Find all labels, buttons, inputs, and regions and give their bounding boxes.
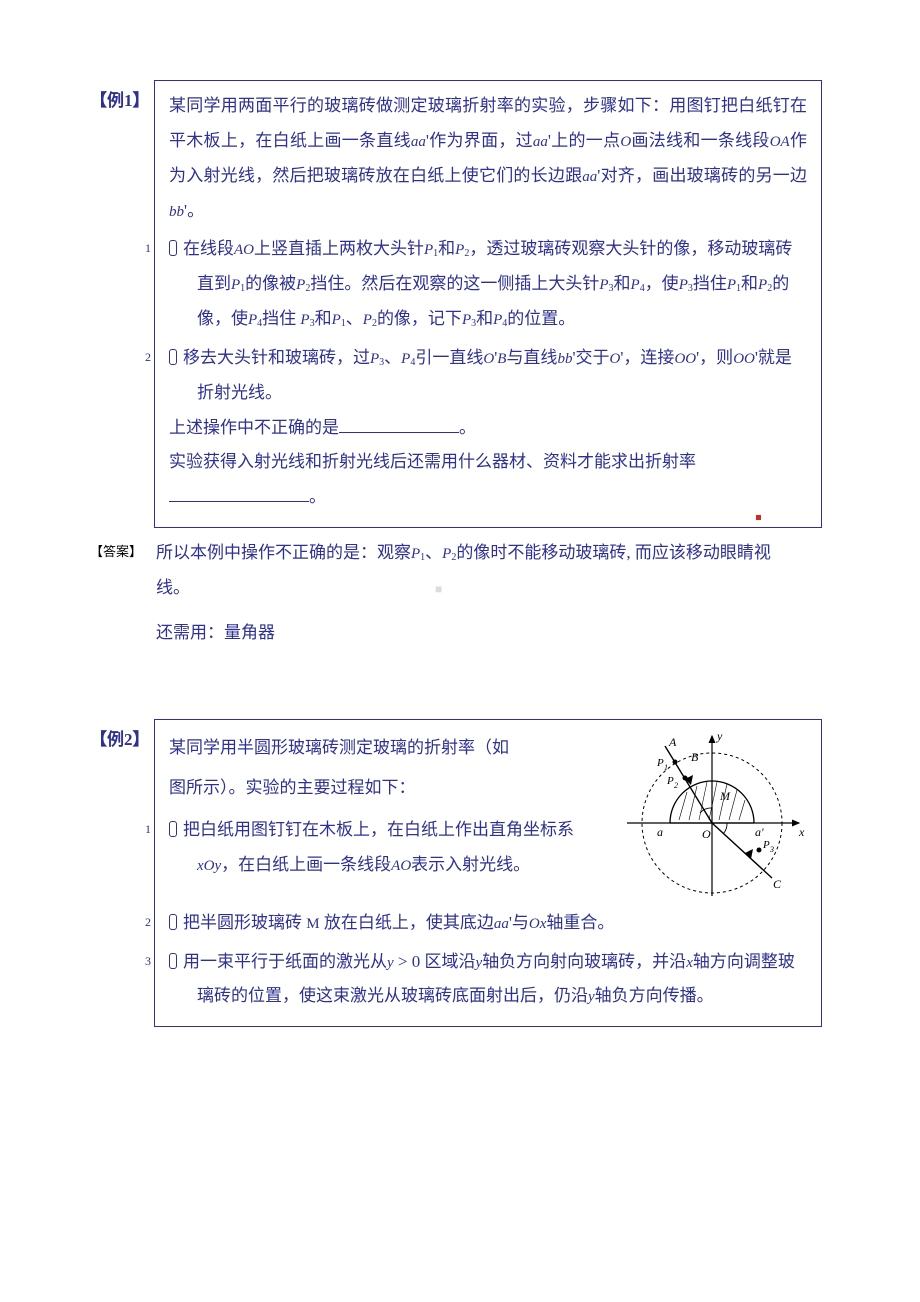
svg-text:P: P [762, 839, 770, 851]
item-number-3b: 3 [169, 953, 177, 969]
example1-box: 某同学用两面平行的玻璃砖做测定玻璃折射率的实验，步骤如下：用图钉把白纸钉在平木板… [154, 80, 822, 528]
example1-item2: 2移去大头针和玻璃砖，过P3、P4引一直线O'B与直线bb'交于O'，连接OO'… [169, 341, 807, 411]
svg-text:1: 1 [664, 763, 668, 772]
svg-text:A: A [668, 735, 677, 749]
refraction-diagram: x y [617, 728, 807, 898]
answer1-label: 【答案】 [90, 536, 138, 560]
svg-text:M: M [719, 789, 731, 803]
item-number-1: 1 [169, 240, 177, 256]
example1-q2: 实验获得入射光线和折射光线后还需用什么器材、资料才能求出折射率。 [169, 445, 807, 515]
svg-text:P: P [666, 775, 674, 787]
svg-text:a': a' [755, 825, 764, 839]
svg-text:P: P [656, 757, 664, 769]
svg-text:B: B [691, 750, 699, 764]
correction-dot [756, 515, 761, 520]
example2-label: 【例2】 [90, 719, 150, 750]
item-number-2: 2 [169, 349, 177, 365]
svg-text:O: O [702, 827, 711, 841]
svg-text:x: x [798, 825, 805, 839]
svg-text:a: a [657, 825, 663, 839]
example1-item1: 1在线段AO上竖直插上两枚大头针P1和P2，透过玻璃砖观察大头针的像，移动玻璃砖… [169, 232, 807, 337]
example2-item2: 2把半圆形玻璃砖 M 放在白纸上，使其底边aa'与Ox轴重合。 [169, 906, 807, 941]
svg-text:3: 3 [769, 845, 774, 854]
blank-2 [169, 483, 309, 503]
item-number-2b: 2 [169, 914, 177, 930]
example2-item3: 3用一束平行于纸面的激光从y > 0 区域沿y轴负方向射向玻璃砖，并沿x轴方向调… [169, 945, 807, 1015]
svg-text:C: C [773, 877, 782, 891]
item-number-1b: 1 [169, 821, 177, 837]
svg-text:y: y [716, 729, 723, 743]
example1-label: 【例1】 [90, 80, 150, 111]
example1-q1: 上述操作中不正确的是。 [169, 411, 807, 446]
blank-1 [339, 413, 459, 433]
answer1-body: 所以本例中操作不正确的是：观察P1、P2的像时不能移动玻璃砖, 而应该移动眼睛视… [142, 536, 810, 651]
watermark: ■ [435, 582, 442, 597]
example1-intro: 某同学用两面平行的玻璃砖做测定玻璃折射率的实验，步骤如下：用图钉把白纸钉在平木板… [169, 89, 807, 228]
example2-box: x y [154, 719, 822, 1028]
svg-text:2: 2 [674, 781, 678, 790]
